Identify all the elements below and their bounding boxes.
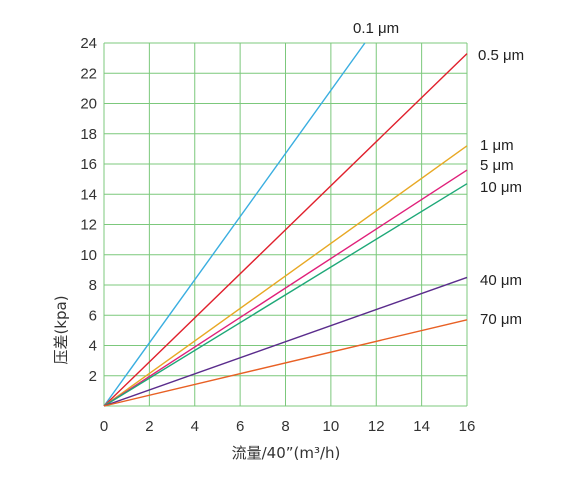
y-tick-label: 10: [80, 247, 97, 264]
series-label: 0.5 μm: [478, 47, 524, 64]
series-line: [103, 183, 468, 407]
y-tick-label: 12: [80, 217, 97, 234]
x-axis-ticks: 0 2 4 6 8 10 12 14 16: [100, 418, 476, 435]
series-label: 5 μm: [480, 157, 514, 174]
series-line: [103, 145, 468, 407]
x-tick-label: 14: [413, 418, 430, 435]
series-label: 1 μm: [480, 137, 514, 154]
series-line: [103, 169, 468, 407]
x-tick-label: 10: [323, 418, 340, 435]
y-tick-label: 6: [89, 307, 97, 324]
series-line: [103, 276, 468, 407]
y-tick-label: 16: [80, 156, 97, 173]
y-tick-label: 14: [80, 186, 97, 203]
x-tick-label: 16: [459, 418, 476, 435]
x-tick-label: 8: [281, 418, 289, 435]
series-label: 40 μm: [480, 272, 522, 289]
x-tick-label: 2: [145, 418, 153, 435]
x-axis-title: 流量/40”(m³/h): [232, 444, 341, 462]
series-line: [103, 42, 366, 407]
series-lines: [103, 42, 468, 407]
y-tick-label: 2: [89, 368, 97, 385]
series-line: [103, 319, 468, 407]
y-tick-label: 4: [89, 338, 97, 355]
grid: [103, 42, 468, 407]
x-tick-label: 12: [368, 418, 385, 435]
series-labels: 0.1 μm 0.5 μm 1 μm 5 μm 10 μm 40 μm 70 μm: [353, 20, 524, 328]
y-axis-title: 压差(kpa): [52, 295, 70, 364]
x-tick-label: 0: [100, 418, 108, 435]
x-tick-label: 4: [191, 418, 199, 435]
y-tick-label: 20: [80, 96, 97, 113]
y-tick-label: 8: [89, 277, 97, 294]
x-tick-label: 6: [236, 418, 244, 435]
y-tick-label: 22: [80, 65, 97, 82]
series-label: 70 μm: [480, 311, 522, 328]
y-tick-label: 18: [80, 126, 97, 143]
series-label: 10 μm: [480, 179, 522, 196]
y-tick-label: 24: [80, 35, 97, 52]
series-line: [103, 53, 468, 407]
series-label: 0.1 μm: [353, 20, 399, 37]
